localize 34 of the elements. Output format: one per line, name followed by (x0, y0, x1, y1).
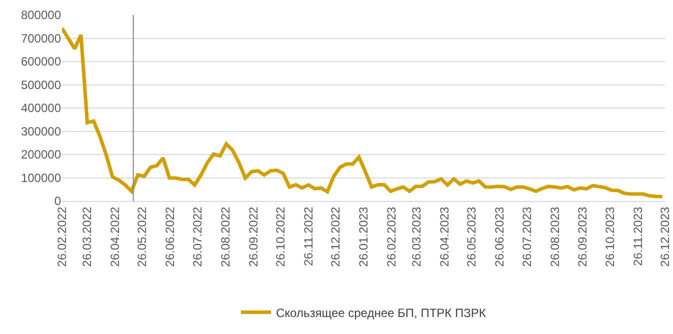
x-tick-label: 26.02.2022 (54, 206, 69, 267)
x-tick-label: 26.12.2022 (328, 206, 342, 267)
x-tick-label: 26.12.2023 (658, 206, 672, 267)
x-tick-label: 26.04.2023 (438, 206, 452, 267)
legend-label: Скользящее среднее БП, ПТРК ПЗРК (276, 306, 486, 320)
x-tick-label: 26.07.2022 (190, 206, 204, 267)
y-tick-label: 300000 (20, 124, 62, 138)
y-tick-label: 400000 (20, 101, 62, 116)
y-tick-label: 100000 (20, 170, 62, 185)
x-tick-label: 26.09.2023 (576, 206, 590, 267)
y-tick-label: 700000 (20, 31, 62, 46)
x-tick-label: 26.02.2023 (384, 206, 398, 267)
x-tick-label: 26.06.2022 (163, 206, 178, 267)
x-tick-label: 26.11.2022 (301, 206, 316, 266)
x-tick-label: 26.10.2022 (273, 206, 288, 267)
x-tick-label: 26.03.2022 (80, 206, 94, 267)
x-tick-label: 26.08.2023 (548, 206, 562, 267)
x-tick-label: 26.04.2022 (108, 206, 122, 267)
x-tick-label: 26.11.2023 (630, 206, 645, 266)
x-tick-label: 26.05.2022 (135, 206, 150, 267)
x-tick-label: 26.09.2022 (246, 206, 260, 267)
x-tick-label: 26.03.2023 (410, 206, 424, 267)
y-tick-label: 600000 (20, 54, 62, 69)
y-tick-label: 500000 (20, 78, 62, 92)
y-tick-label: 800000 (20, 8, 62, 22)
x-tick-label: 26.06.2023 (492, 206, 507, 267)
line-series (62, 26, 664, 198)
y-tick-label: 200000 (20, 148, 62, 162)
x-tick-label: 26.05.2023 (464, 206, 479, 267)
x-tick-label: 26.01.2023 (356, 206, 370, 267)
x-tick-label: 26.07.2023 (520, 206, 534, 267)
y-tick-label: 0 (54, 194, 62, 208)
x-tick-label: 26.08.2022 (218, 206, 232, 267)
x-tick-label: 26.10.2023 (602, 206, 617, 267)
